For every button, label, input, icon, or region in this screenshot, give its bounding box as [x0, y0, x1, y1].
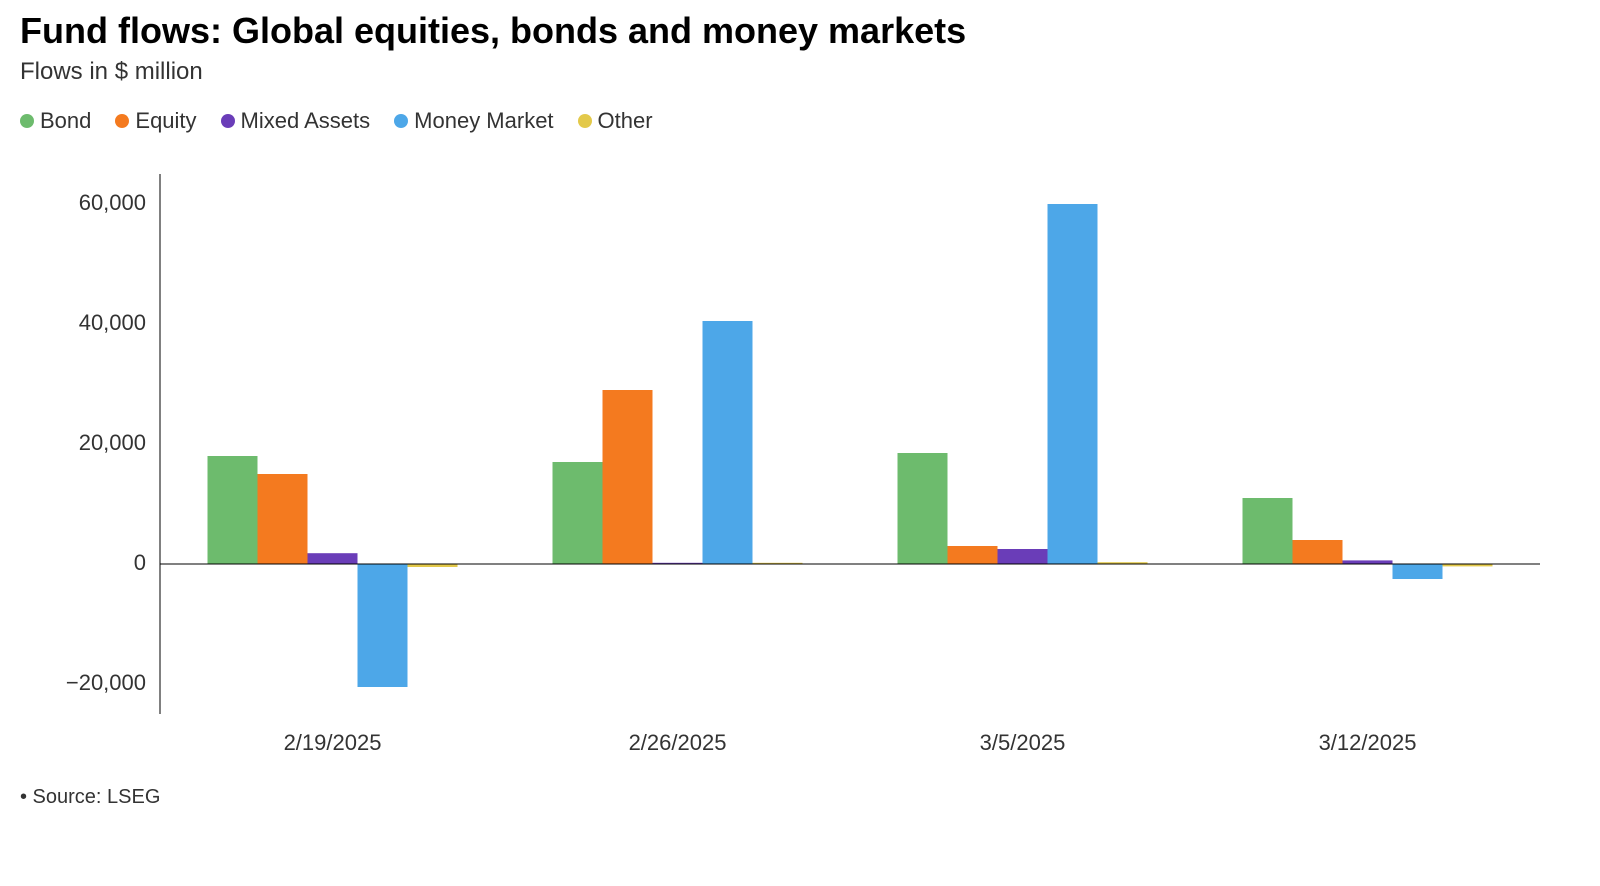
legend-item: Equity: [115, 108, 196, 134]
bar: [308, 553, 358, 564]
bar: [1048, 204, 1098, 564]
chart-subtitle: Flows in $ million: [20, 58, 1580, 86]
bar: [553, 462, 603, 564]
legend-label: Mixed Assets: [241, 108, 371, 134]
page: Fund flows: Global equities, bonds and m…: [0, 0, 1600, 886]
chart-title: Fund flows: Global equities, bonds and m…: [20, 10, 1580, 52]
bar: [1343, 560, 1393, 564]
bar: [703, 321, 753, 564]
legend-label: Other: [598, 108, 653, 134]
bar-chart-svg: −20,000 0 20,000 40,000 60,000 2/19/2025 2/26/…: [20, 164, 1580, 774]
legend-label: Equity: [135, 108, 196, 134]
chart-source: • Source: LSEG: [20, 786, 1580, 809]
x-tick-label: 2/26/2025: [629, 730, 727, 755]
bar: [898, 453, 948, 564]
legend-swatch-icon: [394, 114, 408, 128]
bar: [1293, 540, 1343, 564]
legend-swatch-icon: [115, 114, 129, 128]
legend-item: Money Market: [394, 108, 553, 134]
legend-label: Money Market: [414, 108, 553, 134]
legend-swatch-icon: [221, 114, 235, 128]
x-tick-label: 3/5/2025: [980, 730, 1066, 755]
bar: [208, 456, 258, 564]
y-tick-label: −20,000: [66, 670, 146, 695]
bar: [998, 549, 1048, 564]
y-tick-label: 40,000: [79, 310, 146, 335]
bar: [1393, 564, 1443, 579]
legend-swatch-icon: [578, 114, 592, 128]
y-tick-label: 20,000: [79, 430, 146, 455]
chart-plot-area: −20,000 0 20,000 40,000 60,000 2/19/2025 2/26/…: [20, 164, 1580, 774]
legend-item: Mixed Assets: [221, 108, 371, 134]
bar: [1243, 498, 1293, 564]
x-tick-label: 2/19/2025: [284, 730, 382, 755]
y-tick-label: 0: [134, 550, 146, 575]
y-tick-label: 60,000: [79, 190, 146, 215]
x-tick-label: 3/12/2025: [1319, 730, 1417, 755]
legend-item: Bond: [20, 108, 91, 134]
bar: [603, 390, 653, 564]
bar: [258, 474, 308, 564]
legend-item: Other: [578, 108, 653, 134]
legend-swatch-icon: [20, 114, 34, 128]
chart-legend: Bond Equity Mixed Assets Money Market Other: [20, 108, 1580, 134]
bar: [358, 564, 408, 687]
legend-label: Bond: [40, 108, 91, 134]
bar: [948, 546, 998, 564]
